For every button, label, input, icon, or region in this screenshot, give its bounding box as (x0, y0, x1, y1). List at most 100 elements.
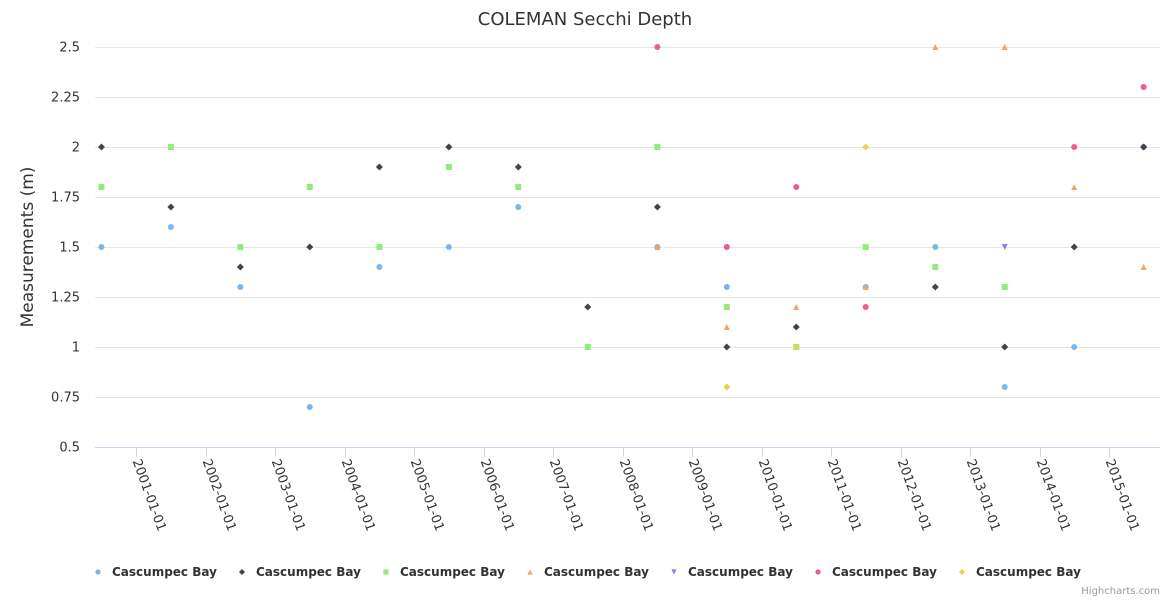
x-tick-label: 2005-01-01 (407, 457, 447, 533)
data-point[interactable] (237, 244, 244, 250)
data-point[interactable] (376, 264, 383, 270)
data-point[interactable] (584, 344, 591, 350)
data-point[interactable] (1001, 284, 1008, 290)
y-tick-label: 0.75 (51, 391, 80, 406)
data-point[interactable] (1140, 84, 1147, 90)
data-point[interactable] (862, 143, 870, 151)
y-tick-label: 1 (72, 341, 80, 356)
data-point[interactable] (792, 323, 800, 331)
y-tick-label: 2 (72, 141, 80, 156)
legend-symbol-icon[interactable] (815, 569, 821, 575)
data-point[interactable] (932, 244, 939, 250)
x-tick-label: 2015-01-01 (1102, 457, 1142, 533)
data-point[interactable] (306, 184, 313, 190)
data-point[interactable] (306, 404, 313, 410)
legend-label[interactable]: Cascumpec Bay (688, 565, 793, 579)
data-point[interactable] (1001, 244, 1008, 250)
x-tick-label: 2007-01-01 (546, 457, 586, 533)
legend-label[interactable]: Cascumpec Bay (832, 565, 937, 579)
data-points (97, 44, 1148, 410)
data-point[interactable] (1071, 344, 1078, 350)
data-point[interactable] (932, 44, 939, 50)
data-point[interactable] (792, 343, 800, 351)
data-point[interactable] (1140, 143, 1148, 151)
data-point[interactable] (167, 224, 174, 230)
legend-item-1[interactable]: Cascumpec Bay (95, 565, 217, 579)
data-point[interactable] (723, 244, 730, 250)
data-point[interactable] (723, 304, 730, 310)
data-point[interactable] (515, 204, 522, 210)
x-axis-ticks: 2001-01-01 2002-01-01 2003-01-01 2004-01-01… (129, 447, 1142, 533)
x-tick-label: 2011-01-01 (824, 457, 864, 533)
data-point[interactable] (723, 343, 731, 351)
legend-item-5[interactable]: Cascumpec Bay (671, 565, 793, 579)
y-tick-label: 1.25 (51, 291, 80, 306)
legend-symbol-icon[interactable] (239, 569, 245, 575)
data-point[interactable] (1001, 384, 1008, 390)
data-point[interactable] (654, 144, 661, 150)
legend: Cascumpec Bay Cascumpec Bay Cascumpec Bay C… (95, 565, 1081, 579)
legend-symbol-icon[interactable] (671, 569, 677, 575)
legend-symbol-icon[interactable] (527, 569, 533, 575)
data-point[interactable] (931, 283, 939, 291)
y-axis-label: Measurements (m) (18, 167, 38, 328)
legend-symbol-icon[interactable] (95, 569, 101, 575)
legend-item-4[interactable]: Cascumpec Bay (527, 565, 649, 579)
data-point[interactable] (1071, 144, 1078, 150)
data-point[interactable] (1001, 44, 1008, 50)
data-point[interactable] (167, 203, 175, 211)
data-point[interactable] (862, 284, 869, 290)
data-point[interactable] (445, 244, 452, 250)
data-point[interactable] (653, 203, 661, 211)
data-point[interactable] (1140, 264, 1147, 270)
y-axis-ticks: 0.5 0.75 1 1.25 1.5 1.75 2 2.25 2.5 (51, 41, 80, 456)
data-point[interactable] (862, 304, 869, 310)
data-point[interactable] (375, 163, 383, 171)
legend-label[interactable]: Cascumpec Bay (544, 565, 649, 579)
legend-label[interactable]: Cascumpec Bay (256, 565, 361, 579)
data-point[interactable] (723, 383, 731, 391)
legend-item-6[interactable]: Cascumpec Bay (815, 565, 937, 579)
data-point[interactable] (515, 184, 522, 190)
legend-item-3[interactable]: Cascumpec Bay (383, 565, 505, 579)
data-point[interactable] (97, 143, 105, 151)
data-point[interactable] (236, 263, 244, 271)
data-point[interactable] (1071, 184, 1078, 190)
data-point[interactable] (306, 243, 314, 251)
data-point[interactable] (445, 164, 452, 170)
series-2 (97, 143, 1148, 351)
data-point[interactable] (98, 184, 105, 190)
x-tick-label: 2002-01-01 (199, 457, 239, 533)
data-point[interactable] (237, 284, 244, 290)
data-point[interactable] (514, 163, 522, 171)
legend-item-2[interactable]: Cascumpec Bay (239, 565, 361, 579)
legend-item-7[interactable]: Cascumpec Bay (959, 565, 1081, 579)
data-point[interactable] (793, 184, 800, 190)
data-point[interactable] (793, 304, 800, 310)
data-point[interactable] (167, 144, 174, 150)
credits-link[interactable]: Highcharts.com (1081, 586, 1160, 597)
x-tick-label: 2010-01-01 (755, 457, 795, 533)
data-point[interactable] (654, 44, 661, 50)
data-point[interactable] (1070, 243, 1078, 251)
legend-symbol-icon[interactable] (959, 569, 965, 575)
data-point[interactable] (723, 284, 730, 290)
data-point[interactable] (932, 264, 939, 270)
data-point[interactable] (584, 303, 592, 311)
data-point[interactable] (376, 244, 383, 250)
data-point[interactable] (862, 244, 869, 250)
y-tick-label: 0.5 (59, 441, 80, 456)
data-point[interactable] (654, 244, 661, 250)
legend-label[interactable]: Cascumpec Bay (400, 565, 505, 579)
x-tick-label: 2012-01-01 (894, 457, 934, 533)
data-point[interactable] (445, 143, 453, 151)
legend-label[interactable]: Cascumpec Bay (112, 565, 217, 579)
legend-label[interactable]: Cascumpec Bay (976, 565, 1081, 579)
data-point[interactable] (723, 324, 730, 330)
data-point[interactable] (1001, 343, 1009, 351)
legend-symbol-icon[interactable] (383, 569, 389, 575)
y-tick-label: 1.75 (51, 191, 80, 206)
x-tick-label: 2008-01-01 (616, 457, 656, 533)
data-point[interactable] (98, 244, 105, 250)
